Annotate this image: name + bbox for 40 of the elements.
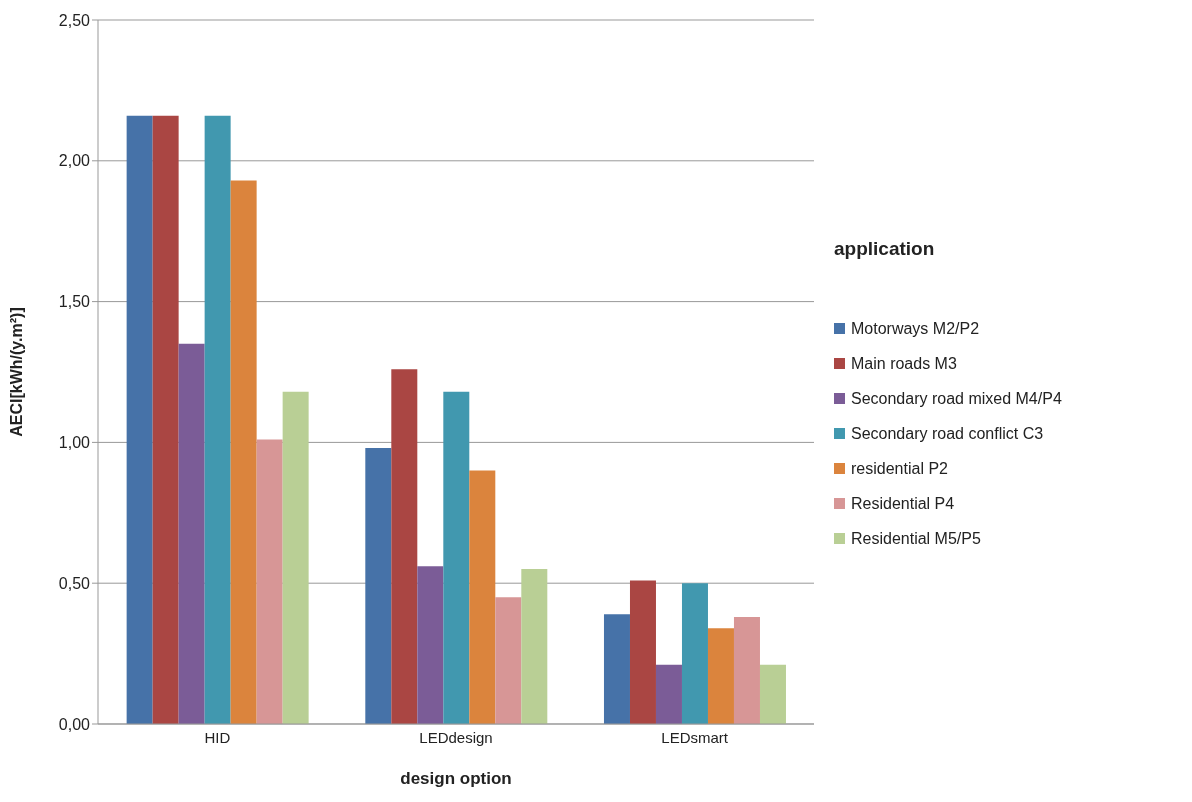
y-axis-title: AECI[kWh/(y.m²)] [7,307,25,437]
y-tick-label: 0,00 [58,715,91,733]
bar [417,566,444,724]
y-tick-label: 0,50 [58,574,91,592]
bar [469,470,496,724]
bar [178,343,205,724]
legend-label: Secondary road mixed M4/P4 [851,389,1062,408]
x-tick-label: LEDsmart [661,728,729,746]
legend-label: Residential P4 [851,494,955,513]
y-tick-label: 2,50 [58,11,91,29]
y-tick-label: 1,00 [58,434,91,452]
bar [733,616,760,724]
legend-label: Residential M5/P5 [851,529,981,548]
bar [391,369,418,724]
bar [256,439,283,724]
y-tick-label: 1,50 [58,293,91,311]
legend-title: application [834,237,936,260]
y-tick-label: 2,00 [58,152,91,170]
bar [603,614,630,724]
legend-label: residential P2 [851,459,948,478]
x-axis-title: design option [400,769,512,788]
x-tick-label: HID [204,728,231,746]
x-tick-label: LEDdesign [419,728,493,746]
bar [443,391,470,724]
bar [629,580,656,724]
bar [126,115,153,724]
legend-label: Motorways M2/P2 [851,319,980,338]
bar [707,628,734,724]
legend-label: Secondary road conflict C3 [851,424,1044,443]
bar [495,597,522,724]
legend-label: Main roads M3 [851,354,957,373]
bar [230,180,257,724]
bar [365,448,392,724]
bar [681,583,708,724]
bar [204,115,231,724]
bar [655,664,682,724]
bar [521,569,548,724]
bar [759,664,786,724]
bar [152,115,179,724]
bar [282,391,309,724]
